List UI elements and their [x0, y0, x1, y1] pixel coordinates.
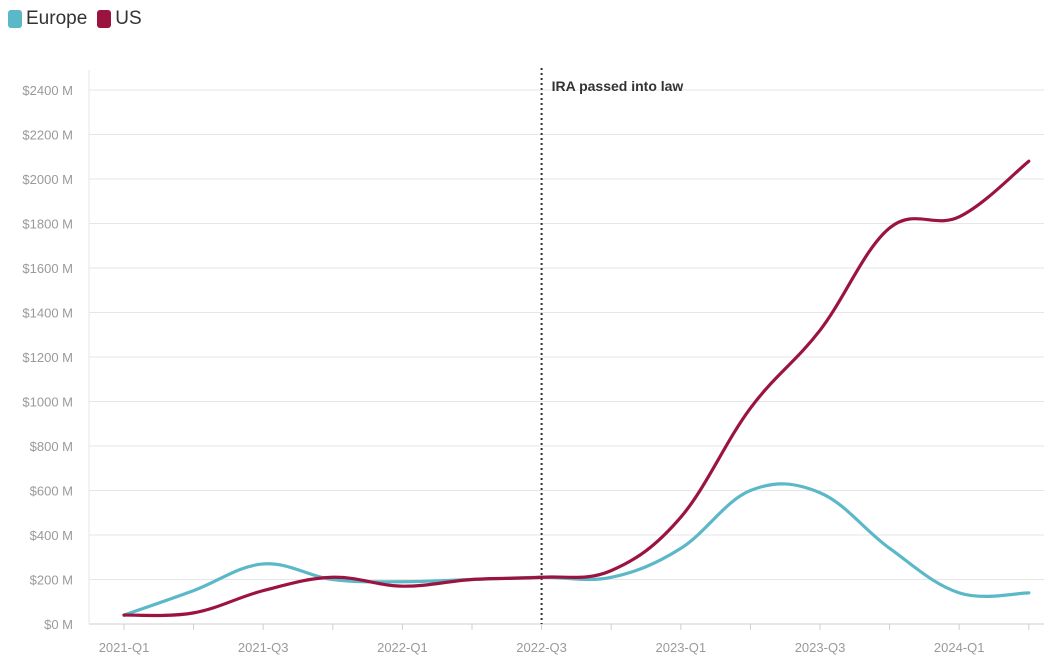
y-tick-label: $0 M [44, 617, 73, 632]
y-tick-label: $400 M [30, 528, 73, 543]
y-tick-label: $800 M [30, 439, 73, 454]
x-tick-label: 2023-Q3 [795, 640, 846, 655]
y-tick-label: $2200 M [22, 128, 73, 143]
y-tick-label: $1000 M [22, 395, 73, 410]
y-tick-label: $1800 M [22, 217, 73, 232]
x-tick-label: 2022-Q1 [377, 640, 428, 655]
y-tick-label: $1600 M [22, 261, 73, 276]
y-tick-label: $600 M [30, 484, 73, 499]
x-tick-label: 2024-Q1 [934, 640, 985, 655]
legend-swatch-us [97, 10, 112, 28]
y-axis: $0 M $200 M $400 M $600 M $800 M $1000 M $1200… [22, 83, 73, 632]
y-tick-label: $200 M [30, 573, 73, 588]
legend-label-europe: Europe [26, 8, 88, 29]
y-tick-label: $1200 M [22, 350, 73, 365]
y-tick-label: $1400 M [22, 306, 73, 321]
annotation-label: IRA passed into law [552, 78, 684, 94]
legend-swatch-europe [8, 10, 22, 28]
gridlines [88, 70, 1044, 630]
y-tick-label: $2400 M [22, 83, 73, 98]
legend: Europe US [8, 8, 142, 30]
legend-label-us: US [115, 8, 142, 29]
legend-item-europe[interactable]: Europe [8, 8, 87, 30]
legend-item-us[interactable]: US [97, 8, 142, 30]
x-tick-label: 2022-Q3 [516, 640, 567, 655]
x-tick-label: 2021-Q1 [99, 640, 150, 655]
y-tick-label: $2000 M [22, 172, 73, 187]
series-lines [122, 159, 1031, 618]
x-tick-label: 2021-Q3 [238, 640, 289, 655]
series-line-europe [122, 482, 1031, 617]
annotations: IRA passed into law [540, 68, 684, 624]
x-axis: 2021-Q1 2021-Q3 2022-Q1 2022-Q3 2023-Q1 2023-… [99, 640, 985, 655]
x-tick-label: 2023-Q1 [656, 640, 707, 655]
series-line-us [122, 159, 1031, 618]
